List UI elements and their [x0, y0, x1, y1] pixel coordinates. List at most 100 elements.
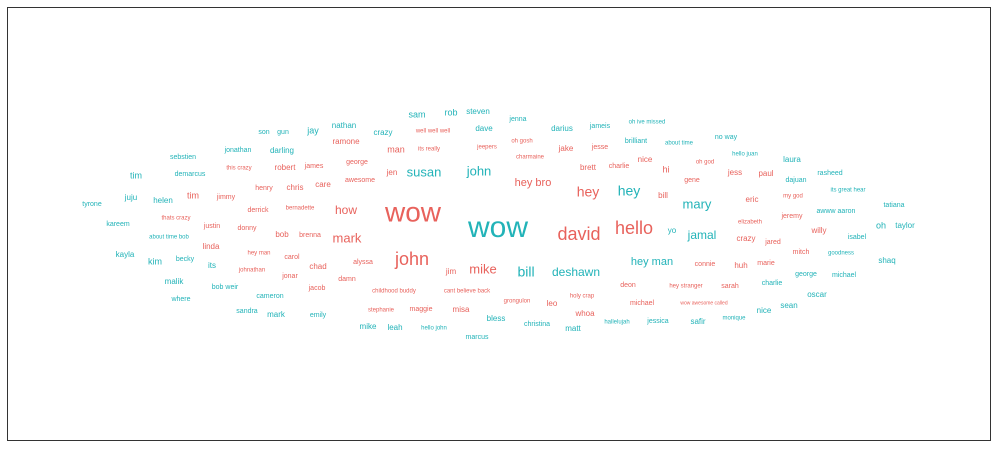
word-label: john [466, 163, 492, 178]
word-label: awesome [345, 177, 375, 184]
word-label: rasheed [817, 170, 842, 177]
word-label: george [795, 271, 817, 278]
word-label: helen [153, 196, 173, 205]
word-label: bob weir [212, 284, 239, 291]
word-label: wow [467, 211, 528, 244]
word-label: mark [267, 310, 286, 319]
word-label: well well well [415, 129, 450, 135]
word-label: tim [130, 170, 142, 180]
word-label: how [335, 203, 357, 217]
word-label: christina [524, 321, 550, 328]
word-label: monique [722, 316, 746, 322]
word-label: sebstien [170, 154, 196, 161]
word-label: goodness [828, 251, 854, 257]
word-label: sarah [721, 283, 739, 290]
word-label: jared [764, 239, 781, 246]
word-label: becky [176, 256, 195, 263]
word-label: its really [418, 147, 440, 153]
word-label: yo [668, 226, 677, 235]
word-label: chris [287, 183, 304, 192]
word-label: jessica [646, 318, 669, 325]
word-label: chad [309, 262, 326, 271]
word-label: nice [757, 306, 772, 315]
word-label: misa [453, 305, 470, 314]
word-label: jess [727, 168, 742, 177]
word-label: nathan [332, 121, 356, 130]
word-label: my god [783, 194, 803, 200]
word-label: hi [662, 164, 669, 174]
word-label: dajuan [785, 177, 806, 184]
word-label: kim [148, 256, 162, 266]
word-label: where [170, 296, 190, 303]
word-label: wow [384, 196, 442, 227]
word-label: childhood buddy [372, 289, 416, 295]
word-label: matt [565, 324, 581, 333]
word-label: isabel [848, 234, 867, 241]
word-label: justin [203, 223, 220, 230]
word-label: about time bob [149, 235, 189, 241]
word-label: robert [275, 163, 297, 172]
word-label: hey stranger [669, 284, 702, 290]
word-label: jim [445, 267, 457, 276]
word-label: deshawn [552, 265, 600, 279]
word-label: jeremy [780, 213, 803, 220]
word-label: care [315, 180, 331, 189]
word-label: sandra [236, 308, 258, 315]
word-label: man [387, 144, 405, 154]
word-label: about time [665, 141, 694, 147]
word-label: michael [630, 300, 655, 307]
word-label: paul [758, 169, 773, 178]
word-label: bill [517, 264, 534, 280]
word-label: this crazy [226, 166, 251, 172]
word-label: jesse [591, 144, 608, 151]
word-label: mike [360, 322, 377, 331]
word-label: charlie [609, 163, 630, 170]
word-label: oh gosh [511, 139, 532, 145]
word-label: hello [615, 218, 653, 238]
word-label: jimmy [216, 194, 236, 201]
word-label: johnathan [238, 268, 265, 274]
word-label: holy crap [570, 294, 595, 300]
word-label: brilliant [625, 138, 647, 145]
word-label: bill [658, 191, 668, 200]
word-label: marcus [466, 334, 489, 341]
word-label: grongulon [504, 299, 531, 305]
word-label: stephanie [368, 308, 395, 314]
word-label: nice [638, 155, 653, 164]
word-label: kareem [106, 221, 130, 228]
word-label: jonathan [224, 147, 252, 154]
word-label: mark [333, 230, 362, 245]
word-label: hallelujah [604, 320, 629, 326]
word-label: awww aaron [817, 208, 856, 215]
word-label: willy [810, 226, 826, 235]
word-label: connie [695, 261, 716, 268]
word-label: thats crazy [161, 216, 190, 222]
word-label: mike [469, 261, 496, 276]
word-label: rob [444, 107, 457, 117]
word-label: laura [783, 155, 801, 164]
word-label: tim [187, 190, 199, 200]
word-label: hey bro [515, 177, 552, 189]
word-label: brenna [299, 232, 321, 239]
word-label: elizabeth [738, 220, 762, 226]
word-label: tatiana [883, 202, 904, 209]
word-label: crazy [373, 128, 392, 137]
word-label: jen [386, 168, 398, 177]
word-label: kayla [116, 250, 135, 259]
word-label: sam [408, 109, 425, 119]
word-label: maggie [410, 306, 433, 313]
word-label: jacob [308, 285, 326, 292]
word-label: darius [551, 124, 573, 133]
word-label: charmaine [516, 155, 545, 161]
word-label: jake [558, 144, 574, 153]
word-label: tyrone [82, 201, 102, 208]
word-label: donny [237, 225, 257, 232]
word-label: hey man [631, 256, 673, 268]
word-label: damn [338, 276, 356, 283]
chart-frame [7, 7, 991, 441]
word-label: charlie [762, 280, 783, 287]
word-label: jonar [281, 273, 298, 280]
word-label: darling [270, 146, 294, 155]
word-label: oh [876, 220, 886, 230]
